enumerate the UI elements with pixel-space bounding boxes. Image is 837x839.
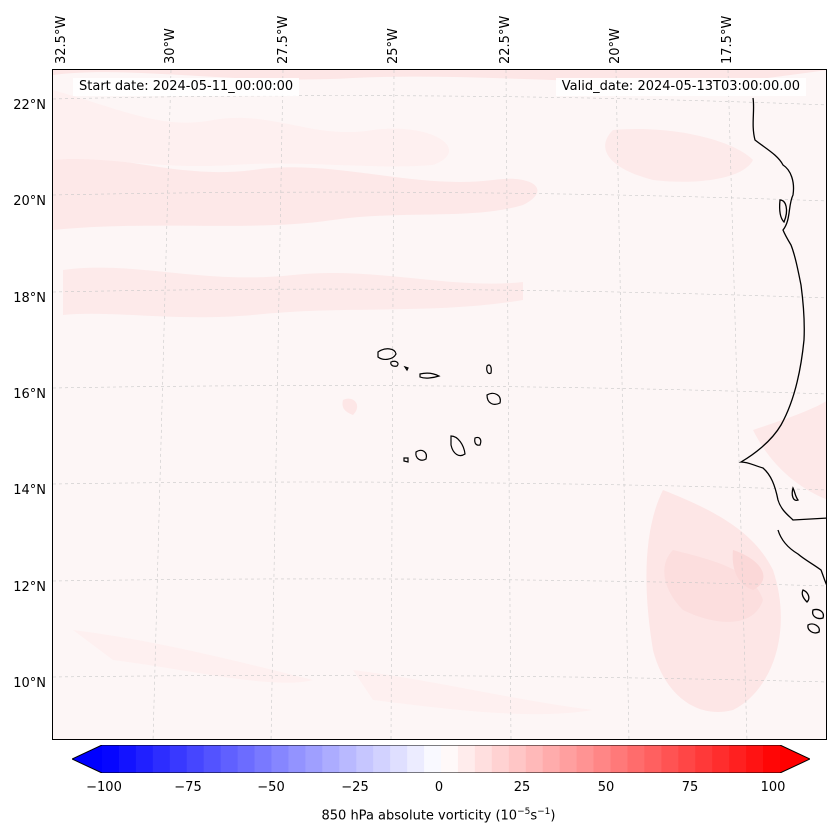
colorbar-label: 850 hPa absolute vorticity (10−5s−1) [0, 807, 837, 823]
island-maio [474, 436, 482, 446]
colorbar-segment [407, 745, 425, 773]
island-sao-vicente [390, 360, 399, 367]
lon-label-20w: 20°W [608, 28, 623, 64]
colorbar-segment [763, 745, 781, 773]
colorbar-segment [339, 745, 357, 773]
colorbar-segment [491, 745, 510, 773]
cabo-verde-islands [377, 348, 501, 463]
lon-label-22-5w: 22.5°W [498, 15, 513, 64]
lon-label-30w: 30°W [163, 28, 178, 64]
colorbar-segment [220, 745, 239, 773]
lat-label-12n: 12°N [13, 580, 46, 595]
island-boa-vista [486, 392, 501, 405]
colorbar-segment [237, 745, 256, 773]
colorbar-tick-75: 75 [681, 780, 699, 795]
colorbar-segment [474, 745, 493, 773]
colorbar-segment [729, 745, 747, 773]
colorbar-label-exp1: −5 [517, 807, 531, 817]
vorticity-field [53, 70, 826, 715]
valid-date-label: Valid_date: 2024-05-13T03:00:00.00 [555, 78, 806, 96]
colorbar-segment [305, 745, 323, 773]
colorbar-segment [152, 745, 171, 773]
colorbar-label-mid: s [530, 808, 538, 824]
colorbar-segment [373, 745, 391, 773]
lat-label-18n: 18°N [13, 291, 46, 306]
lat-label-20n: 20°N [13, 194, 46, 209]
colorbar-segment [441, 745, 459, 773]
island-sao-nicolau [419, 372, 441, 379]
colorbar-segment [390, 745, 408, 773]
colorbar-tick-neg25: −25 [341, 780, 369, 795]
colorbar-segment [678, 745, 696, 773]
colorbar-segment [525, 745, 544, 773]
colorbar-segment [203, 745, 222, 773]
colorbar-tick-25: 25 [513, 780, 531, 795]
colorbar-segment [135, 745, 154, 773]
colorbar-segment [644, 745, 662, 773]
colorbar-segment [661, 745, 679, 773]
colorbar [72, 745, 810, 773]
colorbar-extend-high [780, 745, 810, 773]
island-santiago [450, 435, 466, 457]
colorbar-segment [610, 745, 629, 773]
colorbar-segment [593, 745, 612, 773]
colorbar-tick-neg50: −50 [257, 780, 285, 795]
colorbar-extend-low [72, 745, 102, 773]
lat-label-22n: 22°N [13, 98, 46, 113]
colorbar-tick-100: 100 [760, 780, 786, 795]
island-brava [403, 457, 409, 463]
lon-label-17-5w: 17.5°W [720, 15, 735, 64]
island-fogo [415, 449, 427, 461]
graticule [53, 70, 826, 739]
colorbar-segment [118, 745, 137, 773]
colorbar-segment [322, 745, 340, 773]
colorbar-segment [356, 745, 374, 773]
colorbar-segment [424, 745, 442, 773]
colorbar-segment [508, 745, 527, 773]
colorbar-segment [169, 745, 188, 773]
colorbar-segment [695, 745, 713, 773]
colorbar-segment [712, 745, 730, 773]
colorbar-segment [288, 745, 306, 773]
lat-label-10n: 10°N [13, 676, 46, 691]
start-date-label: Start date: 2024-05-11_00:00:00 [73, 78, 300, 96]
colorbar-tick-neg100: −100 [86, 780, 122, 795]
colorbar-label-prefix: 850 hPa absolute vorticity (10 [321, 808, 518, 824]
colorbar-tick-0: 0 [434, 780, 444, 795]
colorbar-tick-50: 50 [597, 780, 615, 795]
colorbar-label-exp2: −1 [537, 807, 551, 817]
island-santo-antao [377, 348, 397, 360]
colorbar-segment [271, 745, 290, 773]
colorbar-segment [102, 745, 120, 773]
island-santa-luzia [403, 365, 409, 372]
lon-label-27-5w: 27.5°W [276, 15, 291, 64]
west-africa-coastline [738, 97, 826, 634]
colorbar-segment [457, 745, 476, 773]
colorbar-segment [746, 745, 764, 773]
map-canvas [53, 70, 826, 739]
lon-label-32-5w: 32.5°W [54, 15, 69, 64]
colorbar-segment [559, 745, 578, 773]
lat-label-16n: 16°N [13, 387, 46, 402]
colorbar-label-suffix: ) [550, 808, 556, 824]
colorbar-segment [254, 745, 273, 773]
map-panel [52, 69, 827, 740]
lat-label-14n: 14°N [13, 483, 46, 498]
island-sal [486, 364, 492, 375]
colorbar-tick-neg75: −75 [174, 780, 202, 795]
colorbar-segment [627, 745, 645, 773]
colorbar-segment [576, 745, 595, 773]
colorbar-segment [542, 745, 561, 773]
colorbar-segment [186, 745, 205, 773]
lon-label-25w: 25°W [386, 28, 401, 64]
